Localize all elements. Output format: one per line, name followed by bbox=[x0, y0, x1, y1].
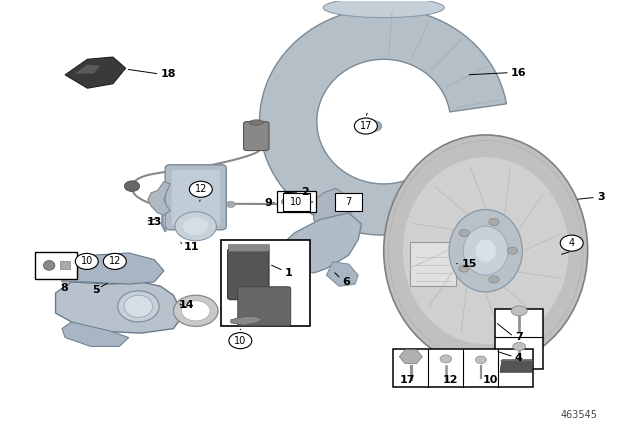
Text: 7: 7 bbox=[515, 332, 523, 342]
FancyBboxPatch shape bbox=[410, 242, 456, 286]
Ellipse shape bbox=[178, 202, 213, 233]
Text: 10: 10 bbox=[234, 336, 246, 346]
Text: 3: 3 bbox=[597, 192, 605, 202]
Ellipse shape bbox=[124, 295, 153, 318]
Ellipse shape bbox=[440, 355, 452, 363]
Ellipse shape bbox=[172, 196, 220, 238]
FancyBboxPatch shape bbox=[172, 170, 220, 225]
Circle shape bbox=[367, 121, 382, 131]
Ellipse shape bbox=[282, 198, 291, 205]
Text: 7: 7 bbox=[346, 197, 352, 207]
Bar bbox=[276, 191, 316, 211]
Circle shape bbox=[560, 235, 583, 251]
Circle shape bbox=[459, 265, 469, 272]
Text: 12: 12 bbox=[195, 184, 207, 194]
Ellipse shape bbox=[476, 356, 486, 364]
Circle shape bbox=[489, 218, 499, 225]
Ellipse shape bbox=[403, 157, 568, 344]
Polygon shape bbox=[62, 253, 164, 284]
Text: 10: 10 bbox=[81, 256, 93, 267]
Ellipse shape bbox=[513, 342, 525, 350]
Text: 463545: 463545 bbox=[560, 410, 597, 420]
Text: 17: 17 bbox=[399, 375, 415, 385]
Circle shape bbox=[459, 229, 469, 237]
Bar bbox=[495, 309, 543, 369]
Polygon shape bbox=[231, 317, 262, 325]
Text: 8: 8 bbox=[61, 283, 68, 293]
Text: 12: 12 bbox=[443, 375, 458, 385]
Text: 13: 13 bbox=[147, 217, 162, 227]
Ellipse shape bbox=[175, 212, 216, 241]
Text: 4: 4 bbox=[569, 238, 575, 248]
Ellipse shape bbox=[384, 135, 588, 366]
Text: 12: 12 bbox=[109, 256, 121, 267]
Circle shape bbox=[189, 181, 212, 197]
Text: 5: 5 bbox=[92, 285, 99, 295]
Text: 14: 14 bbox=[179, 300, 194, 310]
Polygon shape bbox=[148, 182, 170, 215]
Text: 6: 6 bbox=[342, 277, 350, 287]
Ellipse shape bbox=[463, 226, 508, 275]
Polygon shape bbox=[56, 282, 183, 333]
Circle shape bbox=[508, 247, 518, 254]
Ellipse shape bbox=[183, 217, 209, 235]
Ellipse shape bbox=[476, 240, 496, 262]
Bar bbox=[60, 261, 70, 269]
FancyBboxPatch shape bbox=[238, 287, 291, 326]
Circle shape bbox=[229, 332, 252, 349]
Ellipse shape bbox=[249, 120, 263, 125]
Text: 9: 9 bbox=[264, 198, 273, 207]
Ellipse shape bbox=[181, 301, 210, 321]
FancyBboxPatch shape bbox=[244, 121, 269, 151]
Ellipse shape bbox=[173, 295, 218, 327]
Text: 4: 4 bbox=[515, 353, 523, 362]
Polygon shape bbox=[65, 57, 125, 88]
FancyBboxPatch shape bbox=[35, 252, 77, 279]
Polygon shape bbox=[500, 360, 533, 372]
Circle shape bbox=[103, 254, 126, 269]
FancyBboxPatch shape bbox=[283, 193, 310, 211]
Circle shape bbox=[124, 181, 140, 191]
Ellipse shape bbox=[323, 0, 444, 17]
Polygon shape bbox=[399, 350, 422, 364]
Ellipse shape bbox=[44, 260, 55, 270]
Ellipse shape bbox=[511, 306, 527, 316]
FancyBboxPatch shape bbox=[335, 193, 362, 211]
Text: 10: 10 bbox=[291, 197, 303, 207]
Circle shape bbox=[355, 118, 378, 134]
Text: 10: 10 bbox=[483, 375, 498, 385]
Circle shape bbox=[489, 276, 499, 283]
Text: 15: 15 bbox=[461, 259, 477, 269]
FancyBboxPatch shape bbox=[228, 249, 269, 300]
Circle shape bbox=[227, 201, 236, 207]
Text: 11: 11 bbox=[184, 242, 199, 252]
Polygon shape bbox=[259, 8, 506, 235]
Bar bbox=[228, 244, 269, 251]
Text: 18: 18 bbox=[161, 69, 176, 79]
Polygon shape bbox=[282, 213, 362, 273]
Circle shape bbox=[76, 254, 99, 269]
Text: 17: 17 bbox=[360, 121, 372, 131]
Polygon shape bbox=[62, 322, 129, 346]
Text: 1: 1 bbox=[285, 268, 292, 278]
Ellipse shape bbox=[449, 210, 522, 292]
Bar bbox=[394, 349, 534, 387]
Bar bbox=[221, 240, 310, 327]
Text: 16: 16 bbox=[511, 68, 527, 78]
Text: 2: 2 bbox=[301, 187, 308, 197]
Polygon shape bbox=[75, 65, 100, 73]
Ellipse shape bbox=[118, 291, 159, 322]
FancyBboxPatch shape bbox=[165, 165, 227, 230]
Polygon shape bbox=[326, 262, 358, 286]
Polygon shape bbox=[314, 188, 352, 235]
Circle shape bbox=[198, 204, 207, 210]
